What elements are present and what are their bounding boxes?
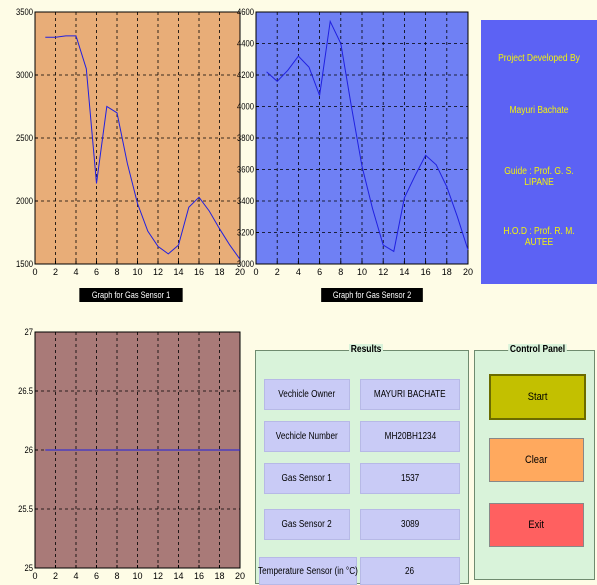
x-tick-label: 6	[94, 571, 99, 581]
hod-text: H.O.D : Prof. R. M. AUTEE	[503, 226, 575, 248]
x-tick-label: 0	[32, 267, 37, 277]
temperature-sensor-value: 26	[360, 557, 460, 585]
gas-sensor-2-value: 3089	[360, 509, 460, 540]
vehicle-number-label: Vechicle Number	[264, 421, 350, 452]
x-tick-label: 12	[378, 267, 388, 277]
x-tick-label: 6	[317, 267, 322, 277]
results-title: Results	[349, 344, 384, 355]
y-tick-label: 3500	[16, 8, 33, 17]
y-tick-label: 26.5	[18, 385, 33, 396]
series-line	[45, 35, 241, 260]
vehicle-number-value: MH20BH1234	[360, 421, 460, 452]
y-tick-label: 4400	[237, 38, 254, 49]
project-developed-by-text: Project Developed By	[498, 53, 580, 64]
guide-text: Guide : Prof. G. S. LIPANE	[504, 166, 574, 188]
temperature-sensor-label: Temperature Sensor (in °C)	[258, 557, 358, 585]
y-tick-label: 3000	[237, 258, 254, 269]
x-tick-label: 2	[53, 571, 58, 581]
x-tick-label: 12	[153, 571, 163, 581]
x-tick-label: 12	[153, 267, 163, 277]
gas-sensor-2-label: Gas Sensor 2	[264, 509, 350, 540]
project-info-panel: Project Developed By Mayuri Bachate Guid…	[481, 20, 597, 284]
y-tick-label: 3000	[16, 69, 33, 80]
start-button[interactable]: Start	[489, 374, 586, 420]
x-tick-label: 8	[338, 267, 343, 277]
x-tick-label: 0	[253, 267, 258, 277]
y-tick-label: 2500	[16, 132, 33, 143]
x-tick-label: 18	[442, 267, 452, 277]
x-tick-label: 8	[114, 267, 119, 277]
y-tick-label: 3600	[237, 164, 254, 175]
x-tick-label: 20	[463, 267, 473, 277]
x-tick-label: 10	[132, 267, 142, 277]
results-panel: Results Vechicle Owner MAYURI BACHATE Ve…	[255, 344, 469, 585]
x-tick-label: 18	[214, 571, 224, 581]
vehicle-owner-value: MAYURI BACHATE	[360, 379, 460, 410]
y-tick-label: 2000	[16, 195, 33, 206]
clear-button[interactable]: Clear	[489, 438, 584, 482]
y-tick-label: 4600	[237, 8, 254, 17]
x-tick-label: 14	[173, 571, 183, 581]
temperature-sensor-chart: 0 2 4 6 8 10 12 14 16 18 20 25 25.5 26 26.5 27	[18, 328, 245, 581]
x-tick-label: 0	[32, 571, 37, 581]
series-line	[266, 19, 469, 253]
vehicle-owner-label: Vechicle Owner	[264, 379, 350, 410]
x-tick-label: 14	[399, 267, 409, 277]
x-tick-label: 18	[214, 267, 224, 277]
x-tick-label: 4	[73, 571, 78, 581]
exit-button[interactable]: Exit	[489, 503, 584, 547]
x-tick-label: 16	[194, 267, 204, 277]
x-tick-label: 10	[357, 267, 367, 277]
x-tick-label: 20	[235, 267, 245, 277]
x-tick-label: 4	[73, 267, 78, 277]
y-tick-label: 3800	[237, 132, 254, 143]
control-panel-title: Control Panel	[508, 344, 567, 355]
y-tick-label: 3200	[237, 227, 254, 238]
control-panel: Control Panel Start Clear Exit	[474, 344, 595, 580]
gas-sensor-2-chart: 0 2 4 6 8 10 12 14 16 18 2030003200340036003800400…	[237, 8, 473, 277]
x-tick-label: 4	[296, 267, 301, 277]
y-tick-label: 26	[24, 444, 33, 455]
y-tick-label: 25.5	[18, 503, 33, 514]
y-tick-label: 25	[24, 562, 33, 573]
developer-name-text: Mayuri Bachate	[509, 105, 569, 116]
x-tick-label: 20	[235, 571, 245, 581]
x-tick-label: 10	[132, 571, 142, 581]
x-tick-label: 2	[275, 267, 280, 277]
y-tick-label: 27	[24, 328, 33, 337]
gas-sensor-2-caption: Graph for Gas Sensor 2	[321, 288, 423, 302]
gas-sensor-1-chart: 0 2 4 6 8 10 12 14 16 18 20 1500 2000 2500 3000 3500	[16, 8, 245, 277]
y-tick-label: 4000	[237, 101, 254, 112]
gas-sensor-1-value: 1537	[360, 463, 460, 494]
y-tick-label: 4200	[237, 69, 254, 80]
gas-sensor-1-caption: Graph for Gas Sensor 1	[79, 288, 183, 302]
gas-sensor-1-label: Gas Sensor 1	[264, 463, 350, 494]
x-tick-label: 8	[114, 571, 119, 581]
x-tick-label: 16	[194, 571, 204, 581]
y-tick-label: 1500	[16, 258, 33, 269]
x-tick-label: 6	[94, 267, 99, 277]
y-tick-label: 3400	[237, 195, 254, 206]
x-tick-label: 16	[421, 267, 431, 277]
x-tick-label: 2	[53, 267, 58, 277]
x-tick-label: 14	[173, 267, 183, 277]
